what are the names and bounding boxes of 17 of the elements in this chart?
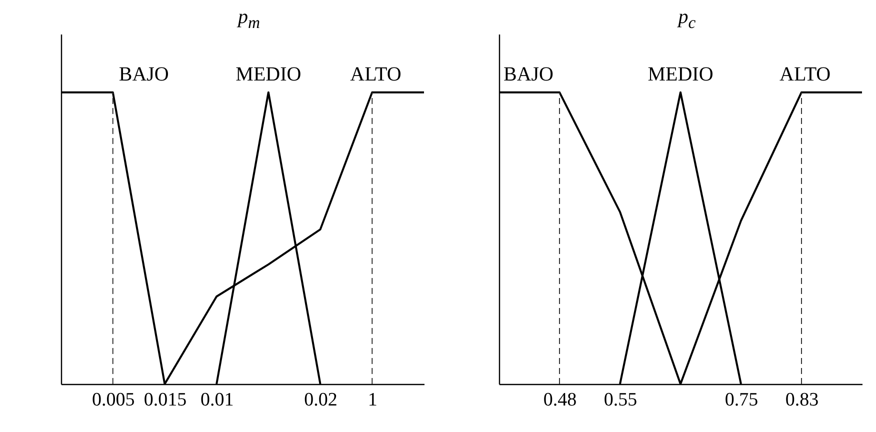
x-tick-label: 0.01 [200, 390, 234, 410]
x-tick-label: 1 [368, 390, 378, 410]
x-tick-label: 0.83 [785, 390, 819, 410]
series-label: ALTO [350, 63, 402, 86]
series-label: MEDIO [236, 63, 302, 86]
series-label: BAJO [118, 63, 169, 86]
x-tick-label: 0.55 [604, 390, 638, 410]
series-label: ALTO [780, 63, 831, 86]
x-tick-label: 0.02 [304, 390, 338, 410]
series-label: BAJO [503, 63, 554, 86]
series-label: MEDIO [648, 63, 714, 86]
x-tick-label: 0.005 [92, 390, 135, 410]
x-tick-label: 0.48 [543, 390, 577, 410]
chart-title: p$_{m}$ [236, 5, 262, 34]
chart-title: p$_{c}$ [676, 5, 697, 34]
x-tick-label: 0.015 [144, 390, 187, 410]
x-tick-label: 0.75 [724, 390, 758, 410]
